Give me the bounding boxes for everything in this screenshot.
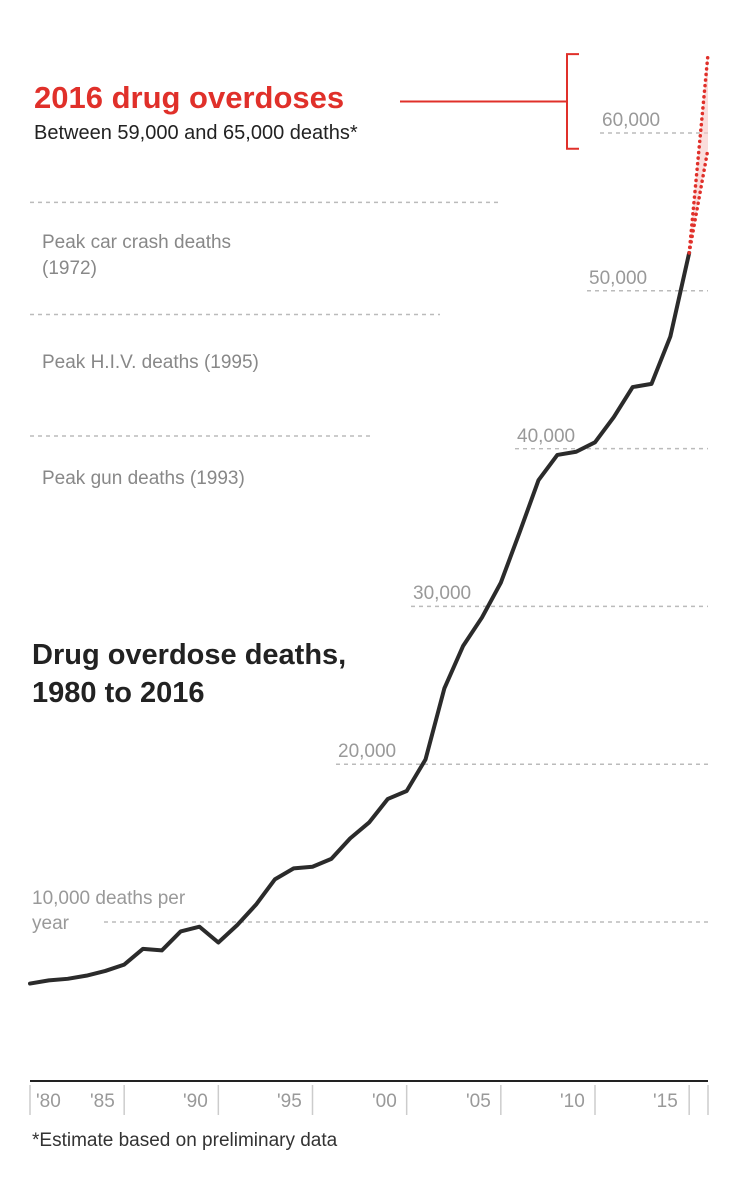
series-line-overdose-deaths bbox=[28, 250, 692, 986]
x-tick-label-1995: '95 bbox=[277, 1091, 302, 1112]
ref-label-hiv: Peak H.I.V. deaths (1995) bbox=[42, 352, 259, 373]
y-tick-label-30000: 30,000 bbox=[411, 583, 474, 605]
x-tick-label-1990: '90 bbox=[183, 1091, 208, 1112]
x-tick-label-1985: '85 bbox=[90, 1091, 115, 1112]
ref-label-gun: Peak gun deaths (1993) bbox=[42, 468, 245, 489]
ref-label-car-crash: Peak car crash deaths (1972) bbox=[42, 232, 232, 279]
x-tick-label-2005: '05 bbox=[466, 1091, 491, 1112]
chart-title: Drug overdose deaths, 1980 to 2016 bbox=[32, 639, 347, 709]
x-tick-label-1980: '80 bbox=[36, 1091, 61, 1112]
y-tick-label-40000: 40,000 bbox=[515, 426, 578, 448]
estimate-annotation-title: 2016 drug overdoses bbox=[34, 80, 345, 115]
y-tick-label-20000: 20,000 bbox=[336, 741, 399, 763]
footnote: *Estimate based on preliminary data bbox=[32, 1130, 338, 1151]
x-tick-label-2015: '15 bbox=[653, 1091, 678, 1112]
y-tick-label-10000: 10,000 deaths per year bbox=[32, 888, 186, 934]
estimate-annotation-subtitle: Between 59,000 and 65,000 deaths* bbox=[34, 122, 358, 144]
estimate-bracket bbox=[566, 53, 579, 150]
x-tick-label-2000: '00 bbox=[372, 1091, 397, 1112]
estimate-low-line bbox=[687, 147, 710, 255]
estimate-high-line bbox=[687, 52, 710, 255]
y-tick-label-60000: 60,000 bbox=[600, 110, 663, 132]
x-tick-label-2010: '10 bbox=[560, 1091, 585, 1112]
y-tick-label-50000: 50,000 bbox=[587, 268, 650, 290]
